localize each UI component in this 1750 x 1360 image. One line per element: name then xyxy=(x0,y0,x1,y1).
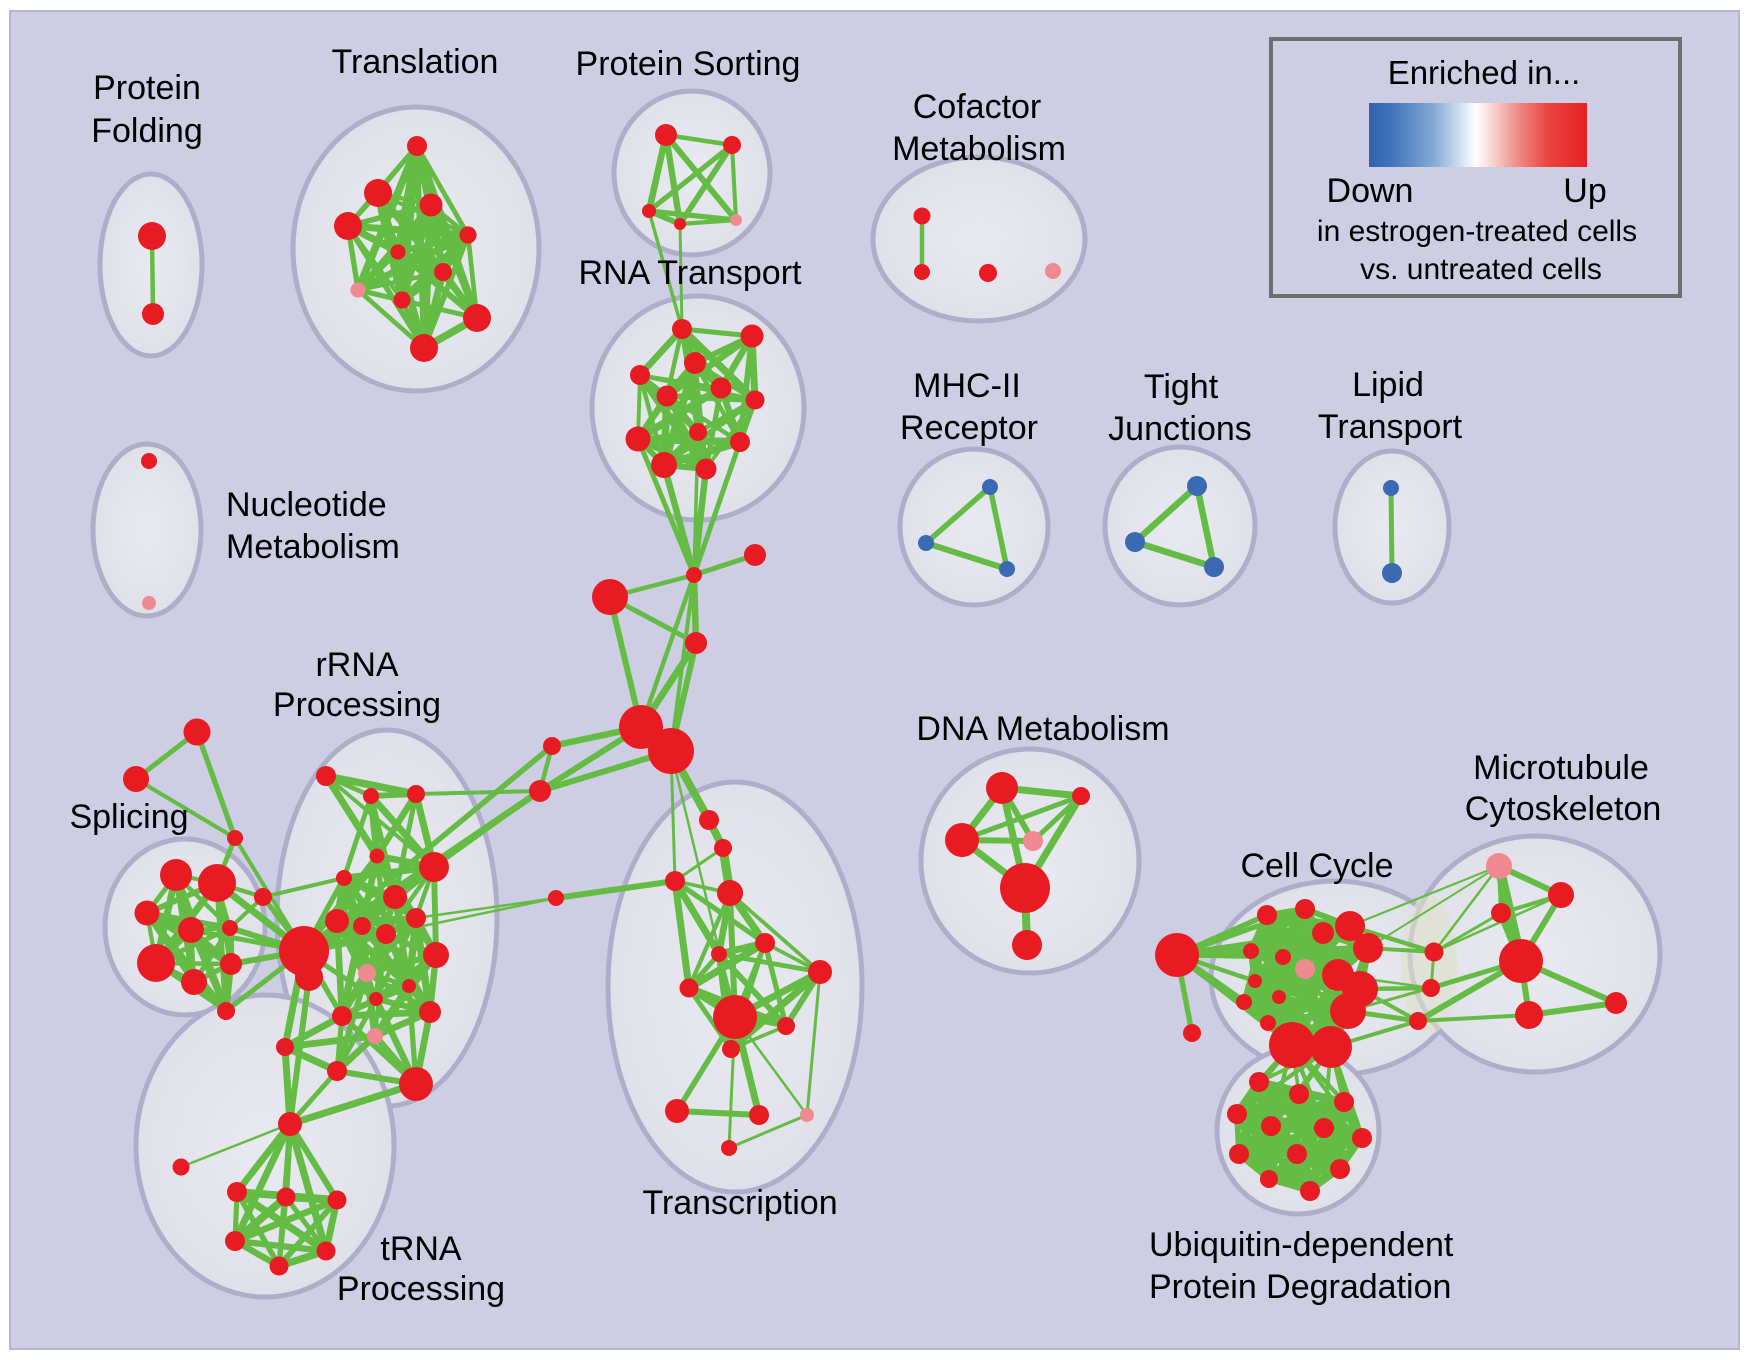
svg-text:Metabolism: Metabolism xyxy=(226,528,400,566)
svg-text:Protein Sorting: Protein Sorting xyxy=(576,45,801,83)
svg-text:Cell Cycle: Cell Cycle xyxy=(1240,847,1393,885)
svg-text:RNA Transport: RNA Transport xyxy=(579,254,803,292)
svg-text:Up: Up xyxy=(1563,172,1606,210)
svg-text:Protein Degradation: Protein Degradation xyxy=(1149,1268,1451,1306)
svg-text:Ubiquitin-dependent: Ubiquitin-dependent xyxy=(1149,1226,1454,1264)
svg-text:Microtubule: Microtubule xyxy=(1473,749,1649,787)
svg-text:Transport: Transport xyxy=(1318,408,1463,446)
svg-text:Protein: Protein xyxy=(93,69,201,107)
svg-text:Translation: Translation xyxy=(332,43,499,81)
svg-text:rRNA: rRNA xyxy=(315,646,398,684)
svg-text:Receptor: Receptor xyxy=(900,409,1038,447)
svg-text:vs. untreated cells: vs. untreated cells xyxy=(1360,253,1602,286)
svg-text:Junctions: Junctions xyxy=(1108,410,1252,448)
svg-text:in estrogen-treated cells: in estrogen-treated cells xyxy=(1317,215,1637,248)
svg-text:Transcription: Transcription xyxy=(642,1184,837,1222)
svg-text:Tight: Tight xyxy=(1144,368,1219,406)
svg-text:Processing: Processing xyxy=(273,686,441,724)
svg-text:Folding: Folding xyxy=(91,112,203,150)
svg-text:tRNA: tRNA xyxy=(380,1230,462,1268)
svg-text:Lipid: Lipid xyxy=(1352,366,1424,404)
svg-text:Down: Down xyxy=(1327,172,1414,210)
svg-text:Cofactor: Cofactor xyxy=(913,88,1042,126)
svg-text:Processing: Processing xyxy=(337,1270,505,1308)
svg-text:DNA Metabolism: DNA Metabolism xyxy=(916,710,1169,748)
svg-text:Nucleotide: Nucleotide xyxy=(226,486,387,524)
svg-text:MHC-II: MHC-II xyxy=(913,367,1021,405)
svg-text:Metabolism: Metabolism xyxy=(892,130,1066,168)
svg-text:Enriched in...: Enriched in... xyxy=(1388,54,1581,91)
svg-text:Splicing: Splicing xyxy=(69,798,188,836)
svg-text:Cytoskeleton: Cytoskeleton xyxy=(1465,790,1662,828)
